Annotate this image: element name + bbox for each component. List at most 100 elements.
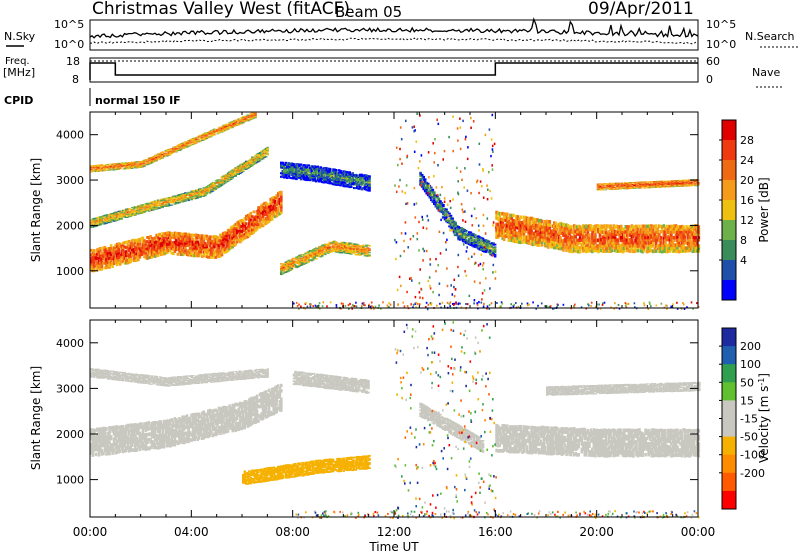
velocity-band [242,454,371,485]
power-band [419,171,497,258]
nsky-tick-bottom: 10^0 [54,38,84,51]
colorbar-swatch [722,418,736,438]
colorbar-tick-label: 12 [740,214,754,227]
colorbar-swatch [722,454,736,474]
colorbar-tick-label: 24 [740,154,754,167]
colorbar-tick-label: 50 [740,376,754,389]
nave-tick-top: 60 [706,55,720,68]
power-band [280,240,371,276]
x-tick-label: 08:00 [275,525,310,539]
y-tick-label: 1000 [56,474,84,487]
y-tick: 4000 [56,337,698,350]
y-tick: 3000 [56,382,698,395]
colorbar-tick-label: 15 [740,394,754,407]
freq-panel: Freq. [MHz] 18 8 60 0 Nave [3,55,782,88]
freq-unit: [MHz] [3,66,35,79]
colorbar-swatch [722,180,736,201]
colorbar-swatch [722,120,736,141]
y-tick-label: 1000 [56,265,84,278]
velocity-colorbar: 200 100 50 15 -15 -50 -100 -200 [719,327,765,510]
velocity-band [90,368,269,387]
colorbar-tick-label: 16 [740,194,754,207]
power-colorbar: 28 24 20 16 12 8 4 [719,119,754,301]
power-heatmap [89,112,701,311]
colorbar-swatch [722,260,736,281]
power-band [280,161,371,192]
power-band [495,210,701,254]
power-noise [293,112,700,311]
x-tick-label: 16:00 [478,525,513,539]
nsearch-trace [90,37,699,45]
power-colorbar-label: Power [dB] [757,177,771,242]
power-y-axis-label: Slant Range [km] [29,158,43,262]
colorbar-tick-label: -200 [740,467,765,480]
colorbar-tick-label: 8 [740,234,747,247]
y-tick-label: 2000 [56,428,84,441]
nave-label: Nave [752,66,780,79]
y-tick-label: 2000 [56,219,84,232]
colorbar-tick-label: 100 [740,358,761,371]
colorbar-swatch [722,490,736,510]
freq-tick-bottom: 8 [72,73,79,86]
y-tick-label: 3000 [56,382,84,395]
velocity-band [292,370,370,394]
freq-tick-top: 18 [66,55,80,68]
velocity-colorbar-label: Velocity [m s-1] [757,373,771,463]
station-title: Christmas Valley West (fitACF) [92,0,350,19]
colorbar-swatch [722,400,736,419]
colorbar-tick-label: 4 [740,254,747,267]
y-tick: 4000 [56,129,698,142]
nsky-tick-top: 10^5 [54,18,84,31]
velocity-y-axis-label: Slant Range [km] [29,366,43,470]
velocity-band [495,423,701,458]
colorbar-swatch [722,436,736,456]
velocity-heatmap [89,320,701,520]
y-tick: 3000 [56,174,698,187]
colorbar-swatch [722,472,736,492]
velocity-panel: 1000 2000 3000 4000 Slant Range [km] 200 100… [29,319,771,520]
x-tick-label: 20:00 [579,525,614,539]
colorbar-tick-label: -50 [740,431,758,444]
nsearch-label: N.Search [745,30,795,43]
x-axis-label: Time UT [368,540,419,554]
power-band [90,112,257,173]
cpid-row: CPID normal 150 IF [4,88,181,107]
y-tick: 1000 [56,474,698,487]
colorbar-tick-label: 28 [740,134,754,147]
x-tick-label: 00:00 [681,525,716,539]
cpid-value: normal 150 IF [95,94,181,107]
freq-label: Freq. [5,56,30,67]
nsearch-tick-bottom: 10^0 [706,38,736,51]
colorbar-swatch [722,140,736,161]
nsky-trace [89,17,699,39]
colorbar-tick-label: -15 [740,413,758,426]
freq-trace [89,62,698,80]
velocity-y-ticks: 1000 2000 3000 4000 [56,337,698,487]
colorbar-swatch [722,220,736,241]
beam-title: Beam 05 [335,3,402,21]
velocity-band [546,381,701,396]
y-tick-label: 4000 [56,129,84,142]
colorbar-swatch [722,364,736,383]
colorbar-swatch [722,160,736,181]
nsky-panel: N.Sky 10^5 10^0 10^5 10^0 N.Search [4,17,798,51]
velocity-band [90,383,283,457]
x-tick-label: 12:00 [377,525,412,539]
colorbar-swatch [722,346,736,365]
power-band [90,190,283,273]
y-tick: 2000 [56,219,698,232]
y-tick-label: 3000 [56,174,84,187]
nsky-label: N.Sky [4,30,36,43]
nsearch-tick-top: 10^5 [706,18,736,31]
x-tick-label: 04:00 [174,525,209,539]
date-title: 09/Apr/2011 [588,0,694,19]
colorbar-swatch [722,328,736,347]
cpid-label: CPID [4,94,33,107]
y-tick-label: 4000 [56,337,84,350]
velocity-noise [295,321,700,520]
time-axis-ticks: 00:00 04:00 08:00 12:00 16:00 20:00 00:00 [73,525,716,539]
velocity-band [419,402,485,453]
colorbar-swatch [722,240,736,261]
